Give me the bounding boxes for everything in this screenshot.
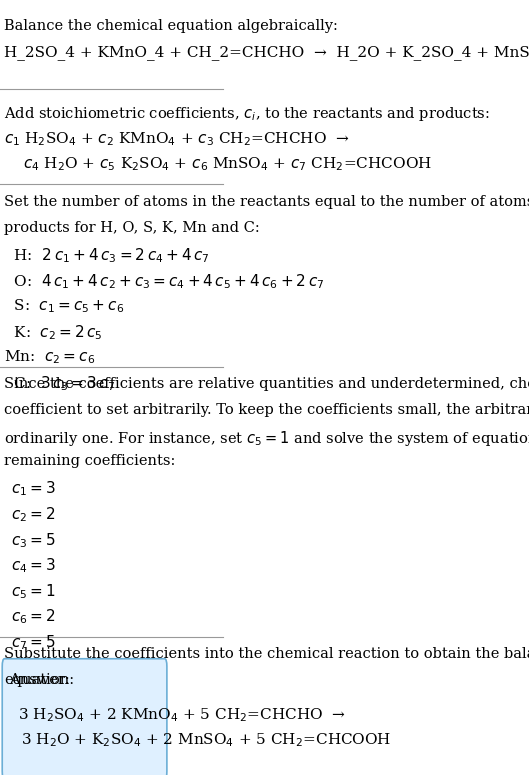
FancyBboxPatch shape [2, 659, 167, 775]
Text: coefficient to set arbitrarily. To keep the coefficients small, the arbitrary va: coefficient to set arbitrarily. To keep … [4, 403, 529, 417]
Text: Set the number of atoms in the reactants equal to the number of atoms in the: Set the number of atoms in the reactants… [4, 195, 529, 209]
Text: Balance the chemical equation algebraically:: Balance the chemical equation algebraica… [4, 19, 339, 33]
Text: H:  $2\,c_1 + 4\,c_3 = 2\,c_4 + 4\,c_7$: H: $2\,c_1 + 4\,c_3 = 2\,c_4 + 4\,c_7$ [4, 246, 211, 265]
Text: Mn:  $c_2 = c_6$: Mn: $c_2 = c_6$ [4, 349, 96, 367]
Text: Since the coefficients are relative quantities and underdetermined, choose a: Since the coefficients are relative quan… [4, 377, 529, 391]
Text: 3 H$_2$SO$_4$ + 2 KMnO$_4$ + 5 CH$_2$=CHCHO  →: 3 H$_2$SO$_4$ + 2 KMnO$_4$ + 5 CH$_2$=CH… [18, 706, 345, 724]
Text: products for H, O, S, K, Mn and C:: products for H, O, S, K, Mn and C: [4, 221, 260, 235]
Text: C:  $3\,c_3 = 3\,c_7$: C: $3\,c_3 = 3\,c_7$ [4, 374, 116, 393]
Text: Add stoichiometric coefficients, $c_i$, to the reactants and products:: Add stoichiometric coefficients, $c_i$, … [4, 105, 490, 122]
Text: $c_4 = 3$: $c_4 = 3$ [11, 556, 56, 575]
Text: $c_6 = 2$: $c_6 = 2$ [11, 608, 56, 626]
Text: K:  $c_2 = 2\,c_5$: K: $c_2 = 2\,c_5$ [4, 323, 103, 342]
Text: $c_5 = 1$: $c_5 = 1$ [11, 582, 56, 601]
Text: S:  $c_1 = c_5 + c_6$: S: $c_1 = c_5 + c_6$ [4, 298, 125, 315]
Text: H_2SO_4 + KMnO_4 + CH_2=CHCHO  →  H_2O + K_2SO_4 + MnSO_4 + CH_2=CHCOOH: H_2SO_4 + KMnO_4 + CH_2=CHCHO → H_2O + K… [4, 45, 529, 60]
Text: 3 H$_2$O + K$_2$SO$_4$ + 2 MnSO$_4$ + 5 CH$_2$=CHCOOH: 3 H$_2$O + K$_2$SO$_4$ + 2 MnSO$_4$ + 5 … [21, 732, 391, 749]
Text: $c_7 = 5$: $c_7 = 5$ [11, 633, 56, 652]
Text: $c_2 = 2$: $c_2 = 2$ [11, 505, 56, 524]
Text: $c_3 = 5$: $c_3 = 5$ [11, 531, 56, 549]
Text: Substitute the coefficients into the chemical reaction to obtain the balanced: Substitute the coefficients into the che… [4, 647, 529, 661]
Text: $c_1$ H$_2$SO$_4$ + $c_2$ KMnO$_4$ + $c_3$ CH$_2$=CHCHO  →: $c_1$ H$_2$SO$_4$ + $c_2$ KMnO$_4$ + $c_… [4, 130, 350, 148]
Text: $c_1 = 3$: $c_1 = 3$ [11, 480, 56, 498]
Text: remaining coefficients:: remaining coefficients: [4, 454, 176, 468]
Text: equation:: equation: [4, 673, 75, 687]
Text: $c_4$ H$_2$O + $c_5$ K$_2$SO$_4$ + $c_6$ MnSO$_4$ + $c_7$ CH$_2$=CHCOOH: $c_4$ H$_2$O + $c_5$ K$_2$SO$_4$ + $c_6$… [4, 156, 433, 174]
Text: ordinarily one. For instance, set $c_5 = 1$ and solve the system of equations fo: ordinarily one. For instance, set $c_5 =… [4, 429, 529, 448]
Text: O:  $4\,c_1 + 4\,c_2 + c_3 = c_4 + 4\,c_5 + 4\,c_6 + 2\,c_7$: O: $4\,c_1 + 4\,c_2 + c_3 = c_4 + 4\,c_5… [4, 272, 325, 291]
Text: Answer:: Answer: [9, 673, 70, 687]
